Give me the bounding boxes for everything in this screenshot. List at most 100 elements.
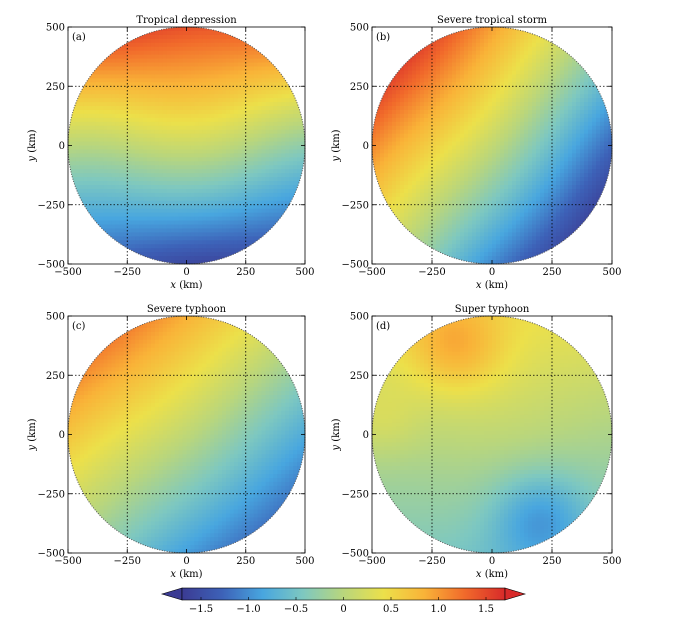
field-cell — [150, 252, 156, 257]
field-cell — [210, 204, 215, 210]
field-cell — [218, 145, 223, 151]
field-cell — [448, 94, 453, 99]
field-cell — [210, 141, 215, 147]
field-cell — [400, 208, 405, 214]
field-cell — [162, 109, 168, 115]
field-cell — [440, 117, 445, 123]
field-cell — [111, 236, 116, 241]
field-cell — [95, 66, 101, 72]
field-cell — [174, 86, 180, 91]
field-cell — [194, 117, 199, 123]
field-cell — [218, 236, 223, 241]
field-cell — [488, 204, 493, 210]
field-cell — [416, 137, 421, 143]
field-cell — [139, 90, 144, 95]
field-cell — [273, 133, 278, 139]
field-cell — [432, 196, 437, 202]
field-cell — [190, 252, 195, 257]
field-cell — [198, 70, 203, 75]
field-cell — [424, 192, 429, 198]
field-cell — [115, 177, 120, 182]
field-cell — [71, 169, 77, 174]
field-cell — [301, 125, 305, 131]
field-cell — [428, 62, 433, 68]
field-cell — [111, 58, 116, 64]
field-cell — [111, 177, 116, 182]
field-cell — [436, 98, 441, 103]
field-cell — [384, 137, 389, 143]
field-cell — [233, 157, 239, 162]
field-cell — [154, 157, 160, 162]
field-cell — [131, 34, 136, 40]
field-cell — [182, 173, 188, 178]
field-cell — [281, 196, 286, 202]
field-cell — [170, 260, 176, 264]
field-cell — [444, 141, 449, 147]
field-cell — [115, 90, 120, 95]
field-cell — [237, 137, 243, 143]
field-cell — [476, 165, 481, 170]
field-cell — [143, 38, 148, 44]
field-cell — [404, 200, 409, 206]
field-cell — [119, 70, 124, 75]
field-cell — [214, 50, 219, 56]
field-cell — [91, 208, 97, 214]
field-cell — [87, 133, 93, 139]
field-cell — [143, 212, 148, 218]
field-cell — [492, 46, 497, 52]
field-cell — [468, 252, 473, 257]
field-cell — [222, 58, 227, 64]
field-cell — [293, 82, 298, 87]
field-cell — [158, 248, 164, 253]
field-cell — [162, 106, 168, 111]
field-cell — [206, 185, 211, 190]
field-cell — [420, 109, 425, 115]
field-cell — [400, 137, 405, 143]
field-cell — [289, 157, 294, 162]
field-cell — [269, 157, 274, 162]
field-cell — [253, 82, 259, 87]
field-cell — [166, 125, 172, 131]
field-cell — [99, 224, 105, 230]
field-cell — [496, 248, 501, 253]
field-cell — [432, 161, 437, 166]
field-cell — [289, 169, 294, 174]
field-cell — [440, 208, 445, 214]
field-cell — [420, 58, 425, 64]
field-cell — [265, 220, 271, 226]
field-cell — [289, 113, 294, 119]
field-cell — [198, 252, 203, 257]
field-cell — [147, 50, 152, 56]
field-cell — [139, 240, 144, 245]
field-cell — [285, 185, 290, 190]
field-cell — [376, 129, 381, 135]
field-cell — [210, 165, 215, 170]
field-cell — [190, 141, 195, 147]
field-cell — [476, 82, 481, 87]
field-cell — [182, 102, 188, 107]
field-cell — [253, 165, 259, 170]
field-cell — [107, 137, 113, 143]
field-cell — [95, 153, 101, 158]
field-cell — [436, 129, 441, 135]
field-cell — [508, 82, 513, 87]
field-cell — [253, 220, 259, 226]
field-cell — [372, 185, 377, 190]
field-cell — [123, 153, 128, 158]
field-cell — [194, 121, 199, 127]
field-cell — [400, 149, 405, 154]
field-cell — [472, 177, 477, 182]
field-cell — [107, 224, 113, 230]
field-cell — [464, 46, 469, 52]
field-cell — [210, 113, 215, 119]
field-cell — [222, 204, 227, 210]
field-cell — [492, 38, 497, 44]
field-cell — [147, 153, 152, 158]
field-cell — [404, 98, 409, 103]
field-cell — [135, 133, 140, 139]
field-cell — [95, 212, 101, 218]
field-cell — [496, 200, 501, 206]
field-cell — [380, 173, 385, 178]
field-cell — [253, 38, 259, 44]
field-cell — [111, 220, 116, 226]
